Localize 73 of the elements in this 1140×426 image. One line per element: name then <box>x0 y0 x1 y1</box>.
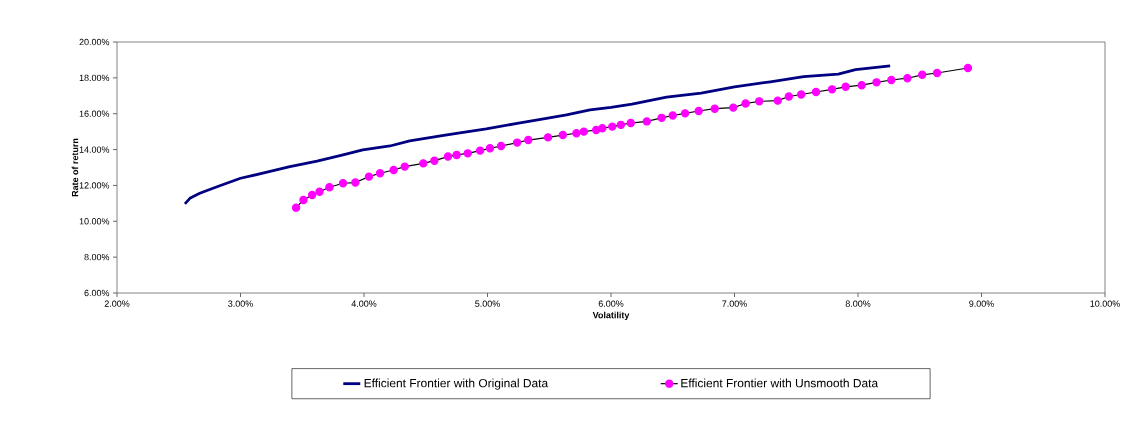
legend-label: Efficient Frontier with Original Data <box>364 378 549 390</box>
point <box>579 127 589 136</box>
point <box>616 120 626 130</box>
point <box>811 87 821 97</box>
x-axis-title: Volatility <box>592 311 630 321</box>
point <box>608 122 617 131</box>
point <box>307 190 317 200</box>
point <box>419 159 428 168</box>
point <box>887 75 896 85</box>
point <box>773 96 782 105</box>
point <box>572 129 581 138</box>
y-tick-label: 8.00% <box>84 253 110 261</box>
x-tick-label: 7.00% <box>722 300 747 307</box>
x-tick-label: 6.00% <box>598 300 624 307</box>
point <box>642 117 652 126</box>
point <box>903 74 912 83</box>
y-axis-title: Rate of return <box>71 138 79 197</box>
x-tick-label: 2.00% <box>104 300 130 307</box>
point <box>512 138 522 147</box>
point <box>475 146 485 155</box>
legend-label: Efficient Frontier with Unsmooth Data <box>681 378 879 388</box>
point <box>841 82 850 92</box>
point <box>741 99 750 108</box>
y-tick-label: 20.00% <box>79 38 110 46</box>
point <box>485 144 495 153</box>
point <box>963 63 973 73</box>
point <box>784 92 794 101</box>
x-tick-label: 9.00% <box>969 300 994 307</box>
point <box>694 106 703 116</box>
point <box>452 150 461 160</box>
y-tick-label: 18.00% <box>79 74 110 82</box>
point <box>325 183 334 192</box>
point <box>400 162 409 171</box>
y-tick-label: 14.00% <box>79 146 110 153</box>
point <box>857 81 866 90</box>
point <box>918 70 927 80</box>
point <box>338 179 348 188</box>
line-series <box>183 64 892 206</box>
point <box>315 187 324 196</box>
point <box>389 165 398 175</box>
x-tick-label: 4.00% <box>351 300 377 307</box>
point <box>932 68 942 78</box>
point <box>375 169 385 178</box>
point <box>351 178 360 187</box>
point <box>463 149 472 158</box>
x-tick-label: 10.00% <box>1090 300 1120 307</box>
point <box>668 111 677 120</box>
point <box>430 156 439 165</box>
x-tick-label: 5.00% <box>475 300 500 307</box>
point <box>543 133 553 142</box>
x-tick-label: 8.00% <box>845 300 871 307</box>
point <box>364 172 374 181</box>
point <box>291 203 301 212</box>
y-tick-label: 6.00% <box>84 289 110 297</box>
point <box>657 113 666 123</box>
y-tick-label: 16.00% <box>79 110 110 117</box>
x-tick-label: 3.00% <box>228 300 253 307</box>
point <box>626 118 635 128</box>
point <box>496 141 506 151</box>
point <box>797 90 806 99</box>
point <box>755 97 764 106</box>
point <box>872 78 881 87</box>
point <box>598 124 607 133</box>
point <box>710 104 719 113</box>
point <box>443 152 453 161</box>
y-tick-label: 10.00% <box>79 218 110 225</box>
point <box>558 130 568 140</box>
point <box>827 85 837 94</box>
point <box>299 195 308 205</box>
point <box>729 103 738 112</box>
y-tick-label: 12.00% <box>79 182 110 189</box>
point <box>524 135 533 145</box>
point <box>680 109 690 118</box>
